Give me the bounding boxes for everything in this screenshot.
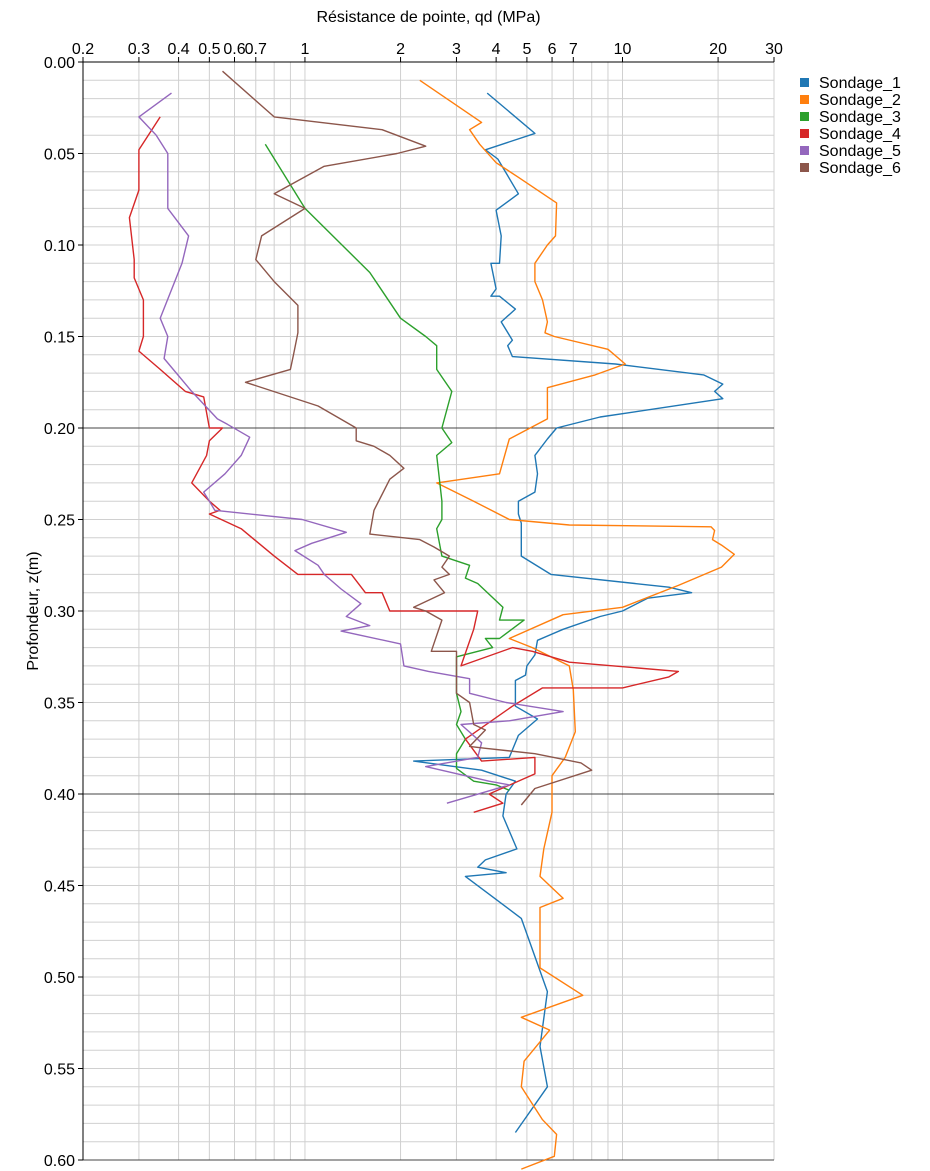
y-tick-label: 0.25	[44, 513, 75, 530]
y-tick-label: 0.55	[44, 1062, 75, 1079]
x-tick-label: 1	[300, 41, 309, 58]
series-line-sondage_1	[413, 92, 724, 1133]
y-tick-label: 0.05	[44, 147, 75, 164]
legend-label: Sondage_1	[819, 75, 901, 92]
x-tick-label: 7	[569, 41, 578, 58]
y-tick-label: 0.60	[44, 1153, 75, 1170]
x-tick-label: 6	[548, 41, 557, 58]
y-tick-label: 0.35	[44, 696, 75, 713]
series-lines	[128, 70, 735, 1170]
y-tick-label: 0.30	[44, 604, 75, 621]
legend-swatch	[800, 95, 809, 104]
x-tick-label: 20	[709, 41, 727, 58]
legend-label: Sondage_4	[819, 126, 901, 143]
x-tick-label: 0.7	[245, 41, 267, 58]
legend-label: Sondage_2	[819, 92, 901, 109]
x-tick-label: 2	[396, 41, 405, 58]
x-tick-label: 0.2	[72, 41, 94, 58]
axes: 0.2 0.3 0.4 0.5 0.6 0.7 1 2 3 4 5 6 7 10 20 30 0.00 0.05 0…	[44, 41, 783, 1170]
y-tick-label: 0.15	[44, 330, 75, 347]
y-tick-label: 0.45	[44, 879, 75, 896]
y-tick-label: 0.50	[44, 970, 75, 987]
x-tick-label: 5	[522, 41, 531, 58]
x-tick-label: 10	[614, 41, 632, 58]
series-line-sondage_5	[138, 92, 564, 804]
series-line-sondage_3	[264, 143, 525, 791]
y-tick-label: 0.40	[44, 787, 75, 804]
legend: Sondage_1Sondage_2Sondage_3Sondage_4Sond…	[800, 75, 901, 177]
legend-label: Sondage_6	[819, 160, 901, 177]
y-axis-title: Profondeur, z(m)	[25, 551, 42, 670]
x-tick-label: 0.6	[223, 41, 245, 58]
x-tick-label: 4	[492, 41, 501, 58]
legend-label: Sondage_5	[819, 143, 901, 160]
series-line-sondage_6	[222, 70, 593, 806]
legend-swatch	[800, 163, 809, 172]
legend-swatch	[800, 112, 809, 121]
legend-swatch	[800, 78, 809, 87]
y-tick-label: 0.20	[44, 421, 75, 438]
y-tick-label: 0.10	[44, 238, 75, 255]
series-line-sondage_2	[419, 79, 735, 1170]
x-tick-label: 0.4	[167, 41, 189, 58]
legend-swatch	[800, 146, 809, 155]
y-tick-label: 0.00	[44, 55, 75, 72]
series-line-sondage_4	[128, 116, 680, 813]
x-tick-label: 30	[765, 41, 783, 58]
legend-swatch	[800, 129, 809, 138]
x-axis-title: Résistance de pointe, qd (MPa)	[316, 9, 540, 26]
x-tick-label: 3	[452, 41, 461, 58]
legend-label: Sondage_3	[819, 109, 901, 126]
grid	[82, 61, 775, 1161]
x-tick-label: 0.5	[198, 41, 220, 58]
x-tick-label: 0.3	[128, 41, 150, 58]
